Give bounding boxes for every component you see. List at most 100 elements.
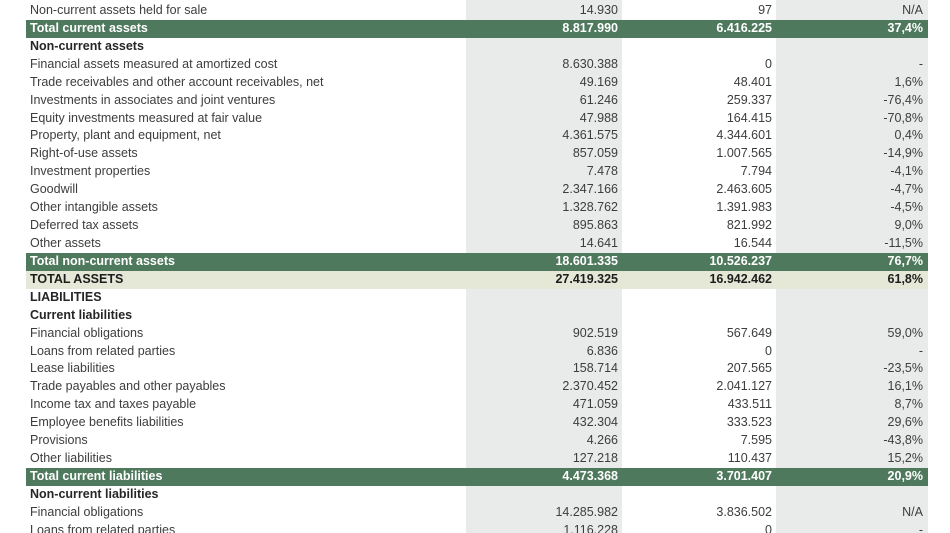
table-row: Right-of-use assets 857.059 1.007.565 -1…: [26, 145, 928, 163]
value-col2: 3.836.502: [716, 504, 772, 519]
table-row: Income tax and taxes payable 471.059 433…: [26, 396, 928, 414]
row-label: Investment properties: [30, 164, 151, 179]
value-pct-change: -76,4%: [883, 92, 923, 107]
value-pct-change: N/A: [902, 504, 923, 519]
table-row: Loans from related parties 6.836 0 -: [26, 343, 928, 361]
value-col2: 207.565: [726, 361, 772, 376]
table-row: Financial obligations 14.285.982 3.836.5…: [26, 504, 928, 522]
value-col1: 1.328.762: [562, 200, 618, 215]
table-row: Investment properties 7.478 7.794 -4,1%: [26, 163, 928, 181]
row-label: Provisions: [30, 433, 88, 448]
value-col2: 0: [765, 56, 772, 71]
value-col2: 259.337: [726, 92, 772, 107]
table-row: Current liabilities: [26, 307, 928, 325]
value-pct-change: -4,5%: [890, 200, 923, 215]
value-pct-change: -: [918, 56, 923, 71]
value-pct-change: 29,6%: [887, 415, 923, 430]
table-row: Provisions 4.266 7.595 -43,8%: [26, 432, 928, 450]
value-col1: 1.116.228: [563, 522, 618, 533]
row-label: Equity investments measured at fair valu…: [30, 110, 263, 125]
row-label: Employee benefits liabilities: [30, 415, 184, 430]
value-col1: 857.059: [572, 146, 618, 161]
row-label: Goodwill: [30, 182, 78, 197]
value-col1: 7.478: [586, 164, 618, 179]
table-row: Other intangible assets 1.328.762 1.391.…: [26, 199, 928, 217]
row-label: Total current liabilities: [30, 468, 163, 483]
row-label: Financial obligations: [30, 325, 144, 340]
value-pct-change: 8,7%: [894, 397, 924, 412]
value-col2: 10.526.237: [709, 253, 772, 268]
value-col2: 97: [758, 3, 772, 17]
value-col2: 6.416.225: [716, 20, 772, 35]
row-label: Non-current liabilities: [30, 486, 159, 501]
value-col2: 2.463.605: [716, 182, 772, 197]
row-label: Property, plant and equipment, net: [30, 128, 221, 143]
value-col2: 0: [765, 343, 772, 358]
row-label: Deferred tax assets: [30, 218, 139, 233]
value-pct-change: 20,9%: [887, 468, 923, 483]
value-pct-change: -14,9%: [883, 146, 923, 161]
value-pct-change: -: [918, 522, 923, 533]
table-row: Other assets 14.641 16.544 -11,5%: [26, 235, 928, 253]
value-pct-change: -70,8%: [883, 110, 923, 125]
table-row: Property, plant and equipment, net 4.361…: [26, 127, 928, 145]
table-row: Deferred tax assets 895.863 821.992 9,0%: [26, 217, 928, 235]
row-label: Total non-current assets: [30, 253, 175, 268]
value-pct-change: 59,0%: [887, 325, 923, 340]
row-label: Non-current assets held for sale: [30, 3, 208, 17]
row-label: Trade receivables and other account rece…: [30, 74, 324, 89]
table-row: Non-current assets: [26, 38, 928, 56]
value-col2: 333.523: [726, 415, 772, 430]
value-pct-change: 0,4%: [894, 128, 924, 143]
value-col1: 14.285.982: [555, 504, 618, 519]
value-col1: 902.519: [572, 325, 618, 340]
value-col2: 7.794: [740, 164, 772, 179]
value-col1: 4.473.368: [562, 468, 618, 483]
balance-sheet-table: Non-current assets held for sale 14.930 …: [26, 2, 928, 533]
row-label: Other intangible assets: [30, 200, 158, 215]
value-col2: 1.391.983: [716, 200, 772, 215]
value-pct-change: 37,4%: [887, 20, 923, 35]
value-col1: 61.246: [579, 92, 618, 107]
row-label: LIABILITIES: [30, 289, 102, 304]
table-row: Non-current liabilities: [26, 486, 928, 504]
value-col2: 3.701.407: [716, 468, 772, 483]
value-pct-change: -: [918, 343, 923, 358]
row-label: Right-of-use assets: [30, 146, 138, 161]
value-pct-change: N/A: [902, 3, 923, 17]
row-label: Trade payables and other payables: [30, 379, 226, 394]
value-col2: 1.007.565: [716, 146, 772, 161]
value-col1: 158.714: [572, 361, 618, 376]
table-row: Lease liabilities 158.714 207.565 -23,5%: [26, 360, 928, 378]
table-row: Goodwill 2.347.166 2.463.605 -4,7%: [26, 181, 928, 199]
row-label: TOTAL ASSETS: [30, 271, 124, 286]
value-col1: 49.169: [579, 74, 618, 89]
table-row: LIABILITIES: [26, 289, 928, 307]
row-label: Lease liabilities: [30, 361, 115, 376]
value-col2: 4.344.601: [716, 128, 772, 143]
value-col1: 895.863: [572, 218, 618, 233]
row-label: Loans from related parties: [30, 343, 176, 358]
value-pct-change: -43,8%: [883, 433, 923, 448]
table-row: Total current liabilities 4.473.368 3.70…: [26, 467, 928, 486]
row-label: Loans from related parties: [30, 522, 176, 533]
table-row: Total current assets 8.817.990 6.416.225…: [26, 19, 928, 38]
table-row: Trade receivables and other account rece…: [26, 74, 928, 92]
value-col1: 47.988: [579, 110, 618, 125]
value-col1: 4.266: [586, 433, 618, 448]
table-row: TOTAL ASSETS 27.419.325 16.942.462 61,8%: [26, 270, 928, 289]
row-label: Financial obligations: [30, 504, 144, 519]
value-col2: 821.992: [726, 218, 772, 233]
table-row: Investments in associates and joint vent…: [26, 92, 928, 110]
value-pct-change: 16,1%: [887, 379, 923, 394]
value-col1: 127.218: [572, 451, 618, 466]
value-col1: 14.930: [579, 3, 618, 17]
row-label: Financial assets measured at amortized c…: [30, 56, 278, 71]
value-pct-change: 15,2%: [887, 451, 923, 466]
value-col2: 164.415: [726, 110, 772, 125]
row-label: Non-current assets: [30, 38, 144, 53]
value-pct-change: 61,8%: [887, 271, 923, 286]
value-pct-change: 76,7%: [887, 253, 923, 268]
table-row: Equity investments measured at fair valu…: [26, 110, 928, 128]
